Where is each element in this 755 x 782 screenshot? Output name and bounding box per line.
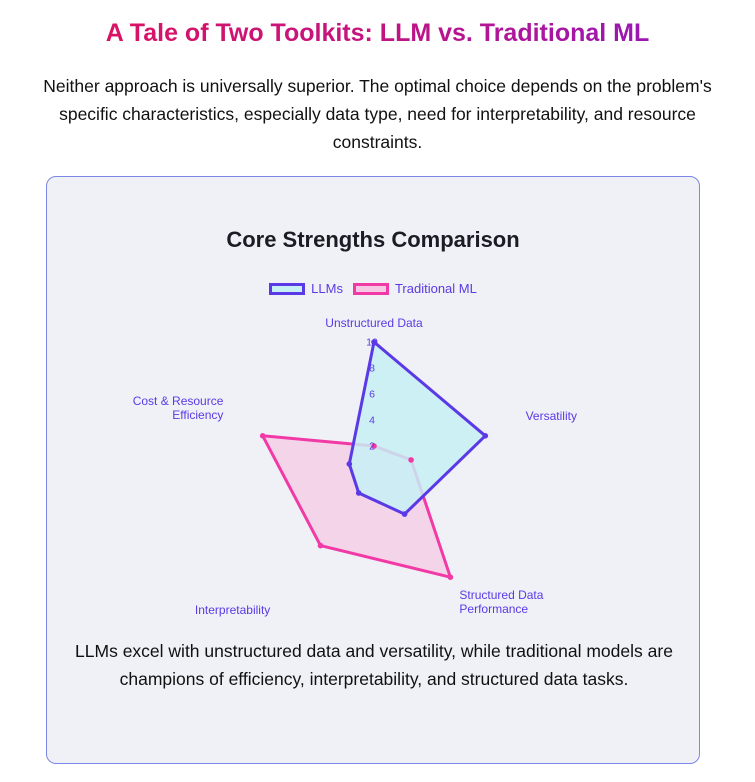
legend-label-traditional-ml: Traditional ML bbox=[394, 281, 477, 296]
chart-title: Core Strengths Comparison bbox=[226, 227, 520, 252]
data-point-traditional-ml bbox=[447, 574, 454, 580]
data-point-traditional-ml bbox=[408, 457, 414, 463]
data-point-llms bbox=[355, 490, 362, 496]
axis-label: Efficiency bbox=[172, 408, 223, 422]
axis-label: Structured Data bbox=[459, 588, 543, 602]
chart-legend: LLMs Traditional ML bbox=[47, 281, 699, 296]
intro-text: Neither approach is universally superior… bbox=[43, 76, 712, 152]
legend-item-traditional-ml[interactable]: Traditional ML bbox=[352, 281, 477, 296]
data-point-llms bbox=[401, 511, 408, 517]
axis-label: Unstructured Data bbox=[325, 316, 423, 330]
tick-label: 4 bbox=[369, 415, 375, 427]
chart-summary: LLMs excel with unstructured data and ve… bbox=[75, 641, 673, 689]
data-point-llms bbox=[482, 433, 489, 439]
chart-card: Core Strengths Comparison LLMs Tradition… bbox=[46, 176, 700, 764]
data-point-traditional-ml bbox=[317, 542, 324, 549]
data-point-llms bbox=[346, 461, 353, 467]
radar-chart: 2 4 6 8 10 Unstructured Data Versatility Struct… bbox=[133, 316, 577, 617]
data-point-traditional-ml bbox=[371, 443, 377, 449]
legend-item-llms[interactable]: LLMs bbox=[269, 281, 343, 296]
page-title: A Tale of Two Toolkits: LLM vs. Traditio… bbox=[0, 19, 755, 48]
legend-swatch-traditional-ml bbox=[352, 282, 389, 295]
tick-label: 8 bbox=[369, 363, 375, 375]
axis-label: Cost & Resource bbox=[133, 394, 224, 408]
data-point-traditional-ml bbox=[259, 433, 266, 439]
tick-label: 2 bbox=[369, 441, 375, 453]
axis-label: Interpretability bbox=[195, 603, 270, 617]
data-point-llms bbox=[371, 339, 377, 345]
axis-label: Versatility bbox=[526, 409, 577, 423]
axis-label: Performance bbox=[459, 602, 528, 616]
series-area-llms bbox=[347, 340, 487, 516]
tick-label: 10 bbox=[366, 337, 378, 349]
tick-label: 6 bbox=[369, 389, 375, 401]
legend-label-llms: LLMs bbox=[311, 281, 343, 296]
legend-swatch-llms bbox=[269, 282, 306, 295]
